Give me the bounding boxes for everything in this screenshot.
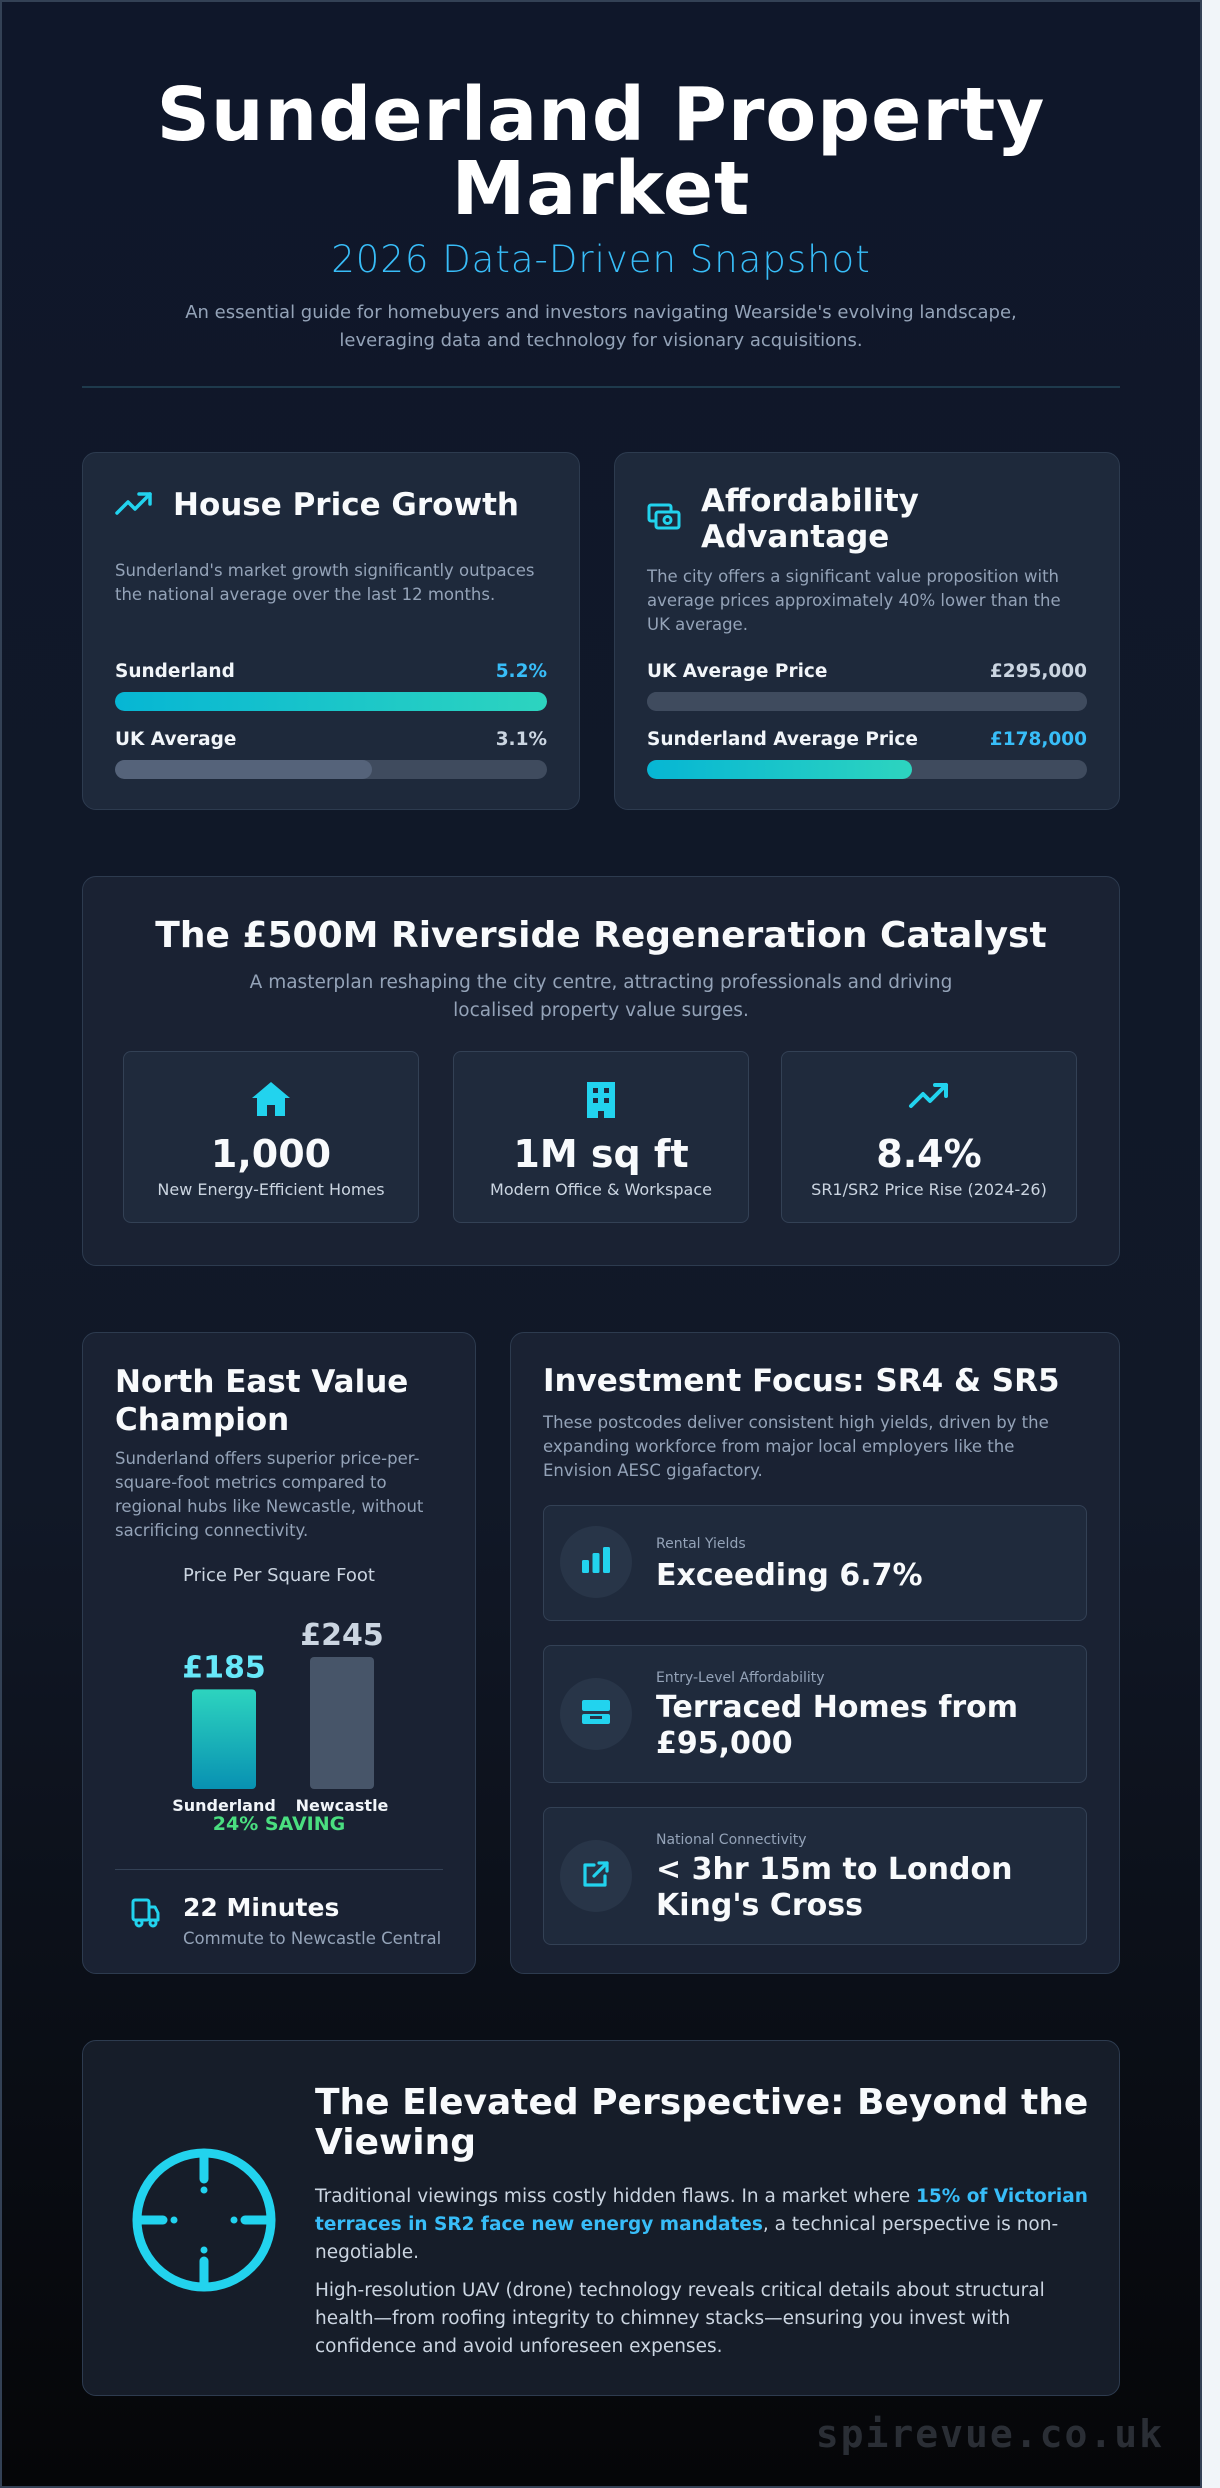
regeneration-subtitle: A masterplan reshaping the city centre, …: [249, 972, 953, 1021]
perspective-paragraph-1: Traditional viewings miss costly hidden …: [315, 2186, 1088, 2263]
perspective-card: The Elevated Perspective: Beyond the View…: [82, 2040, 1120, 2396]
card-description: The city offers a significant value prop…: [647, 567, 1061, 634]
bar-value: 5.2%: [495, 661, 547, 682]
item-caption: Rental Yields: [656, 1536, 746, 1552]
affordability-card: Affordability Advantage The city offers a…: [614, 452, 1120, 810]
crosshair-icon: [129, 2145, 279, 2299]
hero-header: Sunderland Property Market 2026 Data-Driv…: [0, 78, 1202, 355]
item-caption: Entry-Level Affordability: [656, 1670, 825, 1686]
intro-text: An essential guide for homebuyers and in…: [185, 302, 1017, 351]
highlight-text: 15% of Victorian terraces in SR2 face ne…: [315, 2186, 1088, 2235]
card-description: Sunderland offers superior price-per-squ…: [115, 1449, 424, 1540]
investment-focus-card: Investment Focus: SR4 & SR5 These postco…: [510, 1332, 1120, 1974]
stat-homes: 1,000 New Energy-Efficient Homes: [123, 1051, 419, 1223]
commute-value: 22 Minutes: [183, 1893, 340, 1922]
bar-fill: [115, 760, 373, 779]
train-icon: [129, 1897, 161, 1933]
home-property-icon: [580, 1698, 612, 1730]
stat-label: SR1/SR2 Price Rise (2024-26): [811, 1180, 1047, 1199]
stat-value: 1,000: [210, 1132, 332, 1176]
bar-value: 3.1%: [495, 729, 547, 750]
item-caption: National Connectivity: [656, 1832, 807, 1848]
card-description: Sunderland's market growth significantly…: [115, 561, 535, 604]
stat-office: 1M sq ft Modern Office & Workspace: [453, 1051, 749, 1223]
stat-price-rise: 8.4% SR1/SR2 Price Rise (2024-26): [781, 1051, 1077, 1223]
bar-label: Sunderland: [115, 661, 235, 682]
house-price-growth-card: House Price Growth Sunderland's market g…: [82, 452, 580, 810]
bar-label: UK Average: [115, 729, 237, 750]
bar-value-label: £185: [182, 1650, 266, 1685]
perspective-paragraph-2: High-resolution UAV (drone) technology r…: [315, 2280, 1045, 2357]
page-subtitle: 2026 Data-Driven Snapshot: [331, 238, 871, 281]
growth-bar-uk: UK Average 3.1%: [115, 729, 547, 779]
investment-item-rental-yields: Rental Yields Exceeding 6.7%: [543, 1505, 1087, 1621]
bar-fill: [115, 692, 547, 711]
investment-item-connectivity: National Connectivity < 3hr 15m to Londo…: [543, 1807, 1087, 1945]
price-bar-sunderland: Sunderland Average Price £178,000: [647, 729, 1087, 779]
bar-sunderland: [192, 1689, 256, 1789]
bar-category-label: Newcastle: [296, 1796, 389, 1815]
bar-fill: [647, 692, 1087, 711]
bar-category-label: Sunderland: [172, 1796, 276, 1815]
card-title: House Price Growth: [173, 487, 519, 523]
stat-value: 1M sq ft: [513, 1132, 689, 1176]
price-per-sqft-chart: £185 Sunderland £245 Newcastle: [172, 1618, 389, 1815]
watermark: spirevue.co.uk: [815, 2412, 1164, 2456]
house-icon: [250, 1080, 292, 1122]
value-champion-card: North East Value Champion Sunderland offe…: [82, 1332, 476, 1974]
item-value: Terraced Homes from £95,000: [656, 1690, 1019, 1761]
external-link-icon: [581, 1859, 611, 1893]
card-title: Investment Focus: SR4 & SR5: [543, 1363, 1060, 1399]
perspective-title: The Elevated Perspective: Beyond the View…: [315, 2082, 1089, 2163]
bar-fill: [647, 760, 913, 779]
bar-label: Sunderland Average Price: [647, 729, 918, 750]
bar-value-label: £245: [300, 1618, 384, 1653]
item-value: Exceeding 6.7%: [656, 1558, 923, 1593]
saving-badge: 24% SAVING: [212, 1813, 346, 1835]
bar-newcastle: [310, 1657, 374, 1789]
money-icon: [647, 502, 681, 536]
price-bar-uk: UK Average Price £295,000: [647, 661, 1087, 711]
header-divider: [82, 386, 1120, 388]
stat-label: New Energy-Efficient Homes: [157, 1180, 385, 1199]
item-value: < 3hr 15m to London King's Cross: [656, 1852, 1013, 1923]
trending-up-icon: [115, 489, 153, 521]
regeneration-card: The £500M Riverside Regeneration Catalys…: [82, 876, 1120, 1266]
stat-value: 8.4%: [876, 1132, 982, 1176]
growth-bar-sunderland: Sunderland 5.2%: [115, 661, 547, 711]
bar-value: £295,000: [989, 661, 1087, 682]
trending-up-icon: [908, 1080, 950, 1114]
stat-label: Modern Office & Workspace: [490, 1180, 712, 1199]
page-edge: [1202, 0, 1220, 2488]
chart-title: Price Per Square Foot: [183, 1565, 375, 1586]
card-title: Affordability Advantage: [701, 483, 919, 555]
bar-value: £178,000: [989, 729, 1087, 750]
commute-divider: [115, 1869, 443, 1870]
office-building-icon: [585, 1080, 617, 1124]
bar-chart-icon: [580, 1545, 612, 1579]
page-title: Sunderland Property Market: [156, 72, 1046, 232]
card-title: North East Value Champion: [115, 1364, 409, 1438]
commute-label: Commute to Newcastle Central: [183, 1929, 442, 1948]
card-description: These postcodes deliver consistent high …: [543, 1413, 1049, 1480]
regeneration-title: The £500M Riverside Regeneration Catalys…: [155, 915, 1047, 956]
investment-item-affordability: Entry-Level Affordability Terraced Homes…: [543, 1645, 1087, 1783]
bar-label: UK Average Price: [647, 661, 828, 682]
